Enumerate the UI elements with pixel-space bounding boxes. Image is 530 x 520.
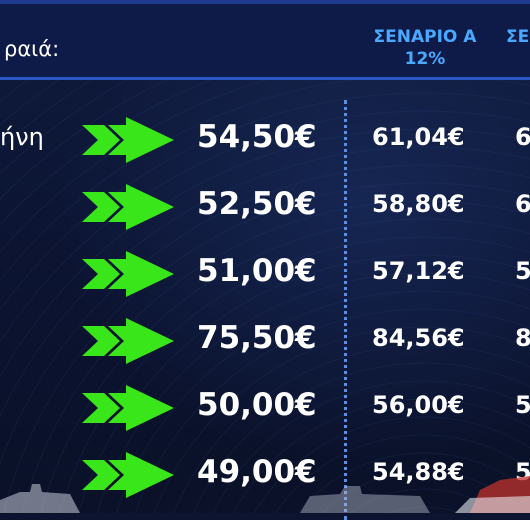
scenario-b-price: 6 (515, 123, 530, 151)
table-row: 50,00€ 56,00€ 5 (0, 385, 530, 435)
scenario-b-price: 5 (515, 391, 530, 419)
scenario-a-price: 57,12€ (372, 257, 465, 285)
current-price: 75,50€ (197, 320, 317, 356)
current-price: 51,00€ (197, 253, 317, 289)
double-arrow-icon (82, 184, 174, 230)
scenario-a-heading: ΣΕΝΑΡΙΟ Α 12% (370, 26, 480, 70)
scenario-b-price: 6 (515, 190, 530, 218)
table-row: 51,00€ 57,12€ 5 (0, 251, 530, 301)
scenario-a-price: 56,00€ (372, 391, 465, 419)
scenario-b-heading: ΣΕ (506, 26, 530, 48)
double-arrow-icon (82, 452, 174, 498)
destination-label: ήνη (0, 123, 44, 151)
current-price: 49,00€ (197, 454, 317, 490)
double-arrow-icon (82, 117, 174, 163)
scenario-b-price: 5 (515, 257, 530, 285)
scenario-a-label: ΣΕΝΑΡΙΟ Α (373, 27, 477, 47)
double-arrow-icon (82, 251, 174, 297)
scenario-a-percent: 12% (404, 49, 446, 69)
scenario-a-price: 54,88€ (372, 458, 465, 486)
scenario-b-price: 8 (515, 324, 530, 352)
double-arrow-icon (82, 385, 174, 431)
column-divider (344, 100, 347, 520)
table-row: 75,50€ 84,56€ 8 (0, 318, 530, 368)
current-price: 52,50€ (197, 186, 317, 222)
table-row: 52,50€ 58,80€ 6 (0, 184, 530, 234)
header-title: ραιά: (4, 37, 60, 61)
table-row: ήνη 54,50€ 61,04€ 6 (0, 117, 530, 167)
current-price: 50,00€ (197, 387, 317, 423)
table-header: ραιά: ΣΕΝΑΡΙΟ Α 12% ΣΕ (0, 0, 530, 80)
scenario-a-price: 61,04€ (372, 123, 465, 151)
scenario-a-price: 58,80€ (372, 190, 465, 218)
ships-silhouette-icon (0, 476, 530, 513)
double-arrow-icon (82, 318, 174, 364)
scenario-a-price: 84,56€ (372, 324, 465, 352)
scenario-b-label: ΣΕ (506, 27, 530, 47)
current-price: 54,50€ (197, 119, 317, 155)
